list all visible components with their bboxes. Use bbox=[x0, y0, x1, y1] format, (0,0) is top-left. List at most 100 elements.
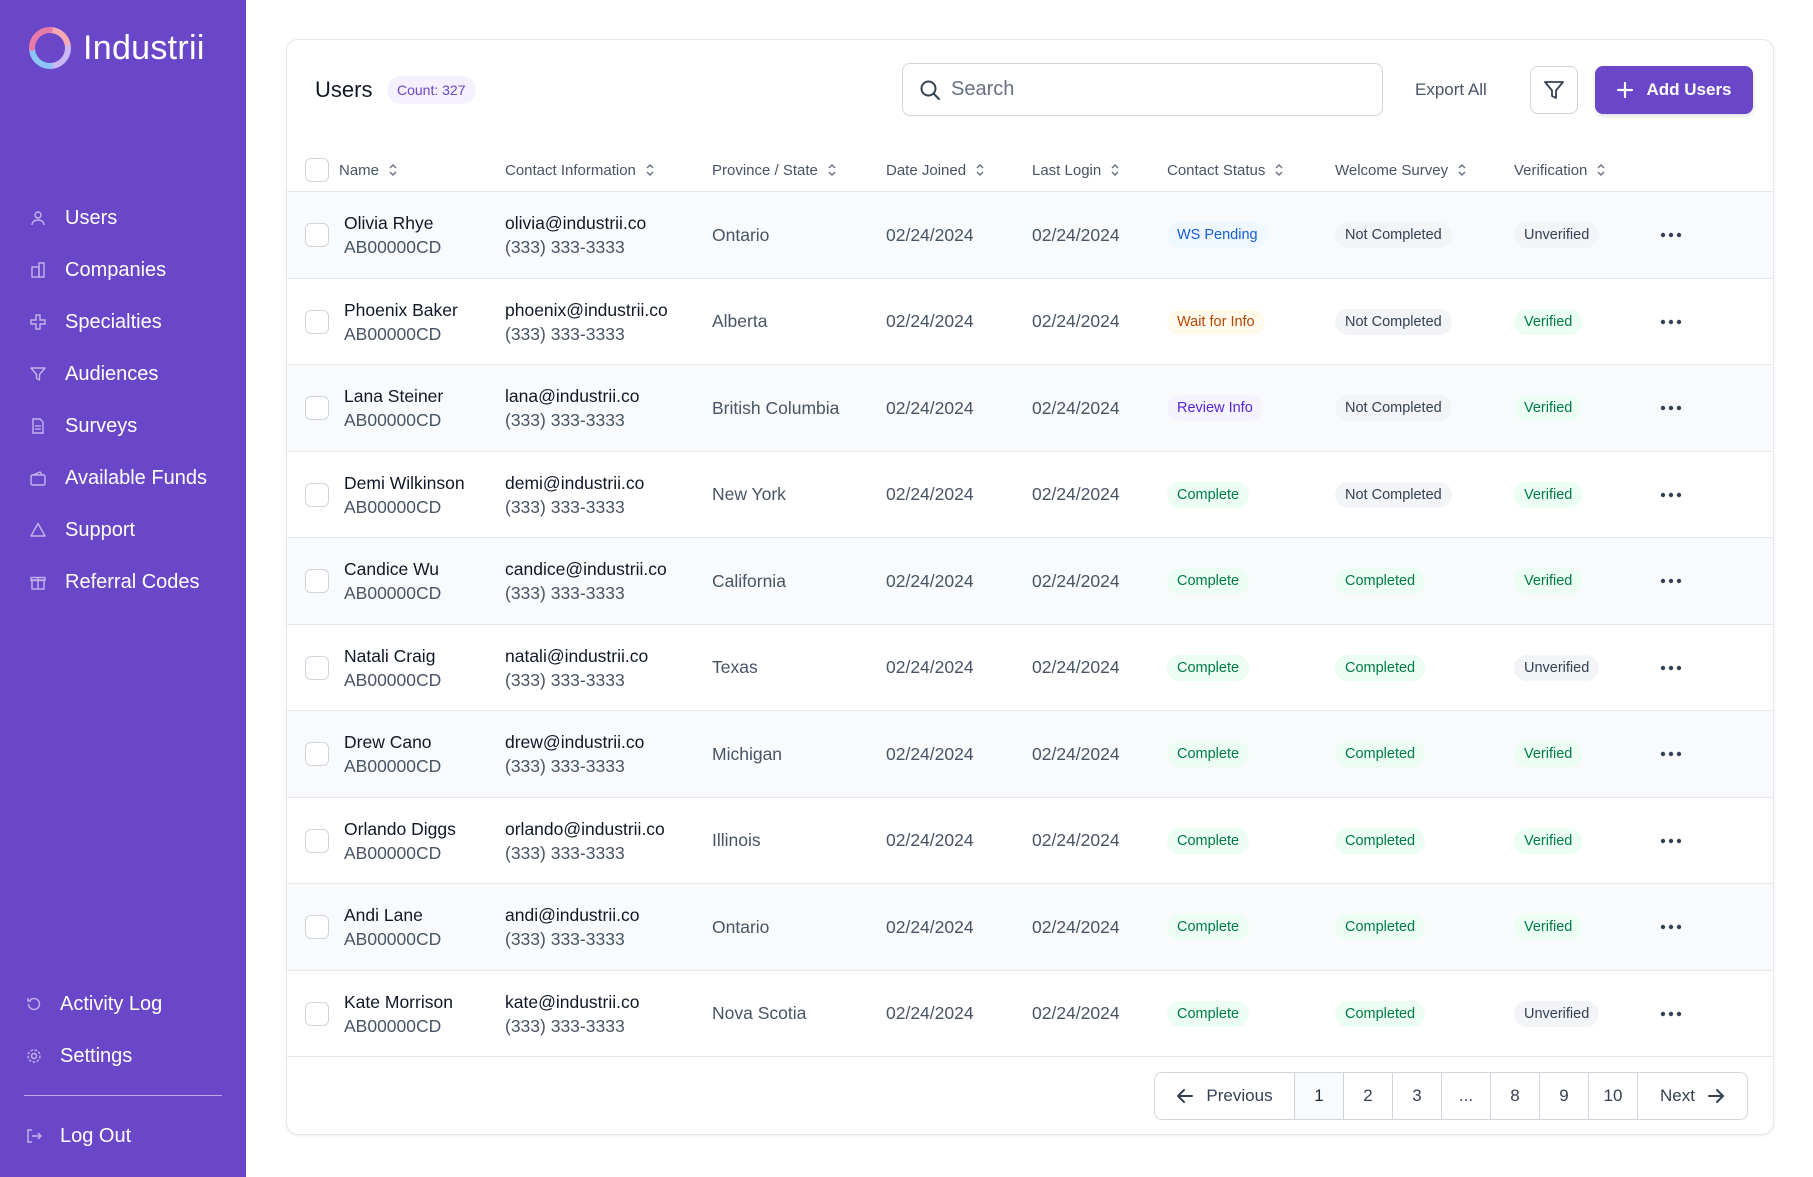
table-row[interactable]: Demi Wilkinson AB00000CD demi@industrii.… bbox=[287, 452, 1773, 538]
table-row[interactable]: Kate Morrison AB00000CD kate@industrii.c… bbox=[287, 971, 1773, 1057]
user-name: Olivia Rhye bbox=[344, 213, 434, 233]
verification-badge: Unverified bbox=[1514, 654, 1600, 681]
select-all-checkbox[interactable] bbox=[305, 158, 329, 182]
table-row[interactable]: Phoenix Baker AB00000CD phoenix@industri… bbox=[287, 279, 1773, 365]
search-icon bbox=[920, 80, 940, 100]
name-cell: Andi Lane AB00000CD bbox=[344, 884, 441, 970]
column-header-name[interactable]: Name bbox=[339, 148, 398, 192]
industrii-logo-icon bbox=[29, 27, 71, 69]
row-actions-button[interactable] bbox=[1660, 711, 1682, 797]
sidebar-divider bbox=[24, 1095, 222, 1096]
last-login-cell: 02/24/2024 bbox=[1032, 365, 1120, 451]
verification-badge: Verified bbox=[1514, 827, 1583, 854]
verification-cell: Verified bbox=[1514, 884, 1583, 970]
export-all-button[interactable]: Export All bbox=[1415, 80, 1487, 99]
row-checkbox[interactable] bbox=[305, 396, 329, 420]
column-header-last-login[interactable]: Last Login bbox=[1032, 148, 1120, 192]
row-checkbox[interactable] bbox=[305, 655, 329, 680]
row-actions-button[interactable] bbox=[1660, 884, 1682, 970]
row-checkbox-cell bbox=[305, 452, 329, 538]
table-row[interactable]: Lana Steiner AB00000CD lana@industrii.co… bbox=[287, 365, 1773, 452]
user-id: AB00000CD bbox=[344, 496, 442, 517]
user-email: olivia@industrii.co bbox=[505, 213, 647, 233]
sidebar-item-users[interactable]: Users bbox=[0, 192, 246, 244]
sidebar-item-audiences[interactable]: Audiences bbox=[0, 348, 246, 400]
contact-status-badge: Review Info bbox=[1167, 395, 1263, 421]
page-button[interactable]: 10 bbox=[1589, 1073, 1638, 1119]
last-login-cell: 02/24/2024 bbox=[1032, 279, 1120, 365]
province-text: British Columbia bbox=[712, 397, 840, 418]
row-actions-button[interactable] bbox=[1660, 452, 1682, 538]
row-actions-button[interactable] bbox=[1660, 971, 1682, 1057]
row-actions-button[interactable] bbox=[1660, 625, 1682, 711]
column-header-contact-status[interactable]: Contact Status bbox=[1167, 148, 1284, 192]
more-horizontal-icon bbox=[1660, 665, 1682, 670]
row-checkbox-cell bbox=[305, 711, 329, 797]
column-header-date-joined[interactable]: Date Joined bbox=[886, 148, 985, 192]
filter-funnel-icon bbox=[30, 366, 46, 382]
search-input[interactable] bbox=[951, 78, 1371, 101]
row-actions-button[interactable] bbox=[1660, 365, 1682, 451]
province-cell: Ontario bbox=[712, 884, 769, 970]
row-actions-button[interactable] bbox=[1660, 798, 1682, 884]
user-email: drew@industrii.co bbox=[505, 732, 645, 752]
row-checkbox[interactable] bbox=[305, 482, 329, 507]
row-checkbox[interactable] bbox=[305, 828, 329, 853]
filter-button[interactable] bbox=[1530, 66, 1578, 114]
row-actions-button[interactable] bbox=[1660, 279, 1682, 365]
row-checkbox[interactable] bbox=[305, 742, 329, 766]
province-text: California bbox=[712, 570, 786, 591]
row-checkbox[interactable] bbox=[305, 915, 329, 939]
welcome-survey-cell: Completed bbox=[1335, 711, 1426, 797]
row-checkbox[interactable] bbox=[305, 569, 329, 593]
table-row[interactable]: Natali Craig AB00000CD natali@industrii.… bbox=[287, 625, 1773, 711]
date-joined-text: 02/24/2024 bbox=[886, 916, 974, 937]
previous-page-button[interactable]: Previous bbox=[1155, 1073, 1295, 1119]
row-checkbox[interactable] bbox=[305, 1001, 329, 1026]
sidebar-item-available-funds[interactable]: Available Funds bbox=[0, 452, 246, 504]
column-header-verification[interactable]: Verification bbox=[1514, 148, 1606, 192]
welcome-survey-cell: Not Completed bbox=[1335, 192, 1452, 278]
add-users-button[interactable]: Add Users bbox=[1595, 66, 1753, 114]
sidebar-item-referral-codes[interactable]: Referral Codes bbox=[0, 556, 246, 608]
user-id: AB00000CD bbox=[344, 410, 442, 430]
contact-status-badge: Complete bbox=[1167, 1000, 1250, 1027]
sidebar-item-settings[interactable]: Settings bbox=[0, 1030, 246, 1082]
contact-status-badge: Wait for Info bbox=[1167, 308, 1265, 335]
brand-logo[interactable]: Industrii bbox=[28, 26, 205, 70]
page-button[interactable]: 1 bbox=[1295, 1073, 1344, 1119]
sidebar-item-surveys[interactable]: Surveys bbox=[0, 400, 246, 452]
column-header-contact[interactable]: Contact Information bbox=[505, 148, 655, 192]
row-checkbox[interactable] bbox=[305, 309, 329, 334]
last-login-text: 02/24/2024 bbox=[1032, 916, 1120, 937]
row-actions-button[interactable] bbox=[1660, 538, 1682, 624]
column-header-welcome-survey[interactable]: Welcome Survey bbox=[1335, 148, 1467, 192]
contact-status-cell: Complete bbox=[1167, 625, 1250, 711]
sidebar-item-support[interactable]: Support bbox=[0, 504, 246, 556]
search-box[interactable] bbox=[902, 63, 1383, 116]
last-login-text: 02/24/2024 bbox=[1032, 224, 1120, 245]
row-checkbox[interactable] bbox=[305, 223, 329, 247]
sidebar-item-specialties[interactable]: Specialties bbox=[0, 296, 246, 348]
table-row[interactable]: Candice Wu AB00000CD candice@industrii.c… bbox=[287, 538, 1773, 625]
row-actions-button[interactable] bbox=[1660, 192, 1682, 278]
next-page-button[interactable]: Next bbox=[1638, 1073, 1747, 1119]
log-out-button[interactable]: Log Out bbox=[0, 1110, 246, 1162]
welcome-survey-badge: Completed bbox=[1335, 741, 1426, 767]
page-button[interactable]: 9 bbox=[1540, 1073, 1589, 1119]
table-row[interactable]: Andi Lane AB00000CD andi@industrii.co (3… bbox=[287, 884, 1773, 971]
welcome-survey-badge: Not Completed bbox=[1335, 308, 1452, 335]
page-button[interactable]: 8 bbox=[1491, 1073, 1540, 1119]
column-header-province[interactable]: Province / State bbox=[712, 148, 837, 192]
contact-status-badge: WS Pending bbox=[1167, 222, 1268, 248]
sidebar-item-activity-log[interactable]: Activity Log bbox=[0, 978, 246, 1030]
table-row[interactable]: Olivia Rhye AB00000CD olivia@industrii.c… bbox=[287, 192, 1773, 279]
table-row[interactable]: Drew Cano AB00000CD drew@industrii.co (3… bbox=[287, 711, 1773, 798]
page-button[interactable]: 3 bbox=[1393, 1073, 1442, 1119]
table-row[interactable]: Orlando Diggs AB00000CD orlando@industri… bbox=[287, 798, 1773, 884]
page-button[interactable]: 2 bbox=[1344, 1073, 1393, 1119]
column-header-label: Contact Information bbox=[505, 161, 636, 179]
verification-cell: Unverified bbox=[1514, 625, 1600, 711]
sidebar-item-companies[interactable]: Companies bbox=[0, 244, 246, 296]
user-id: AB00000CD bbox=[344, 323, 442, 344]
